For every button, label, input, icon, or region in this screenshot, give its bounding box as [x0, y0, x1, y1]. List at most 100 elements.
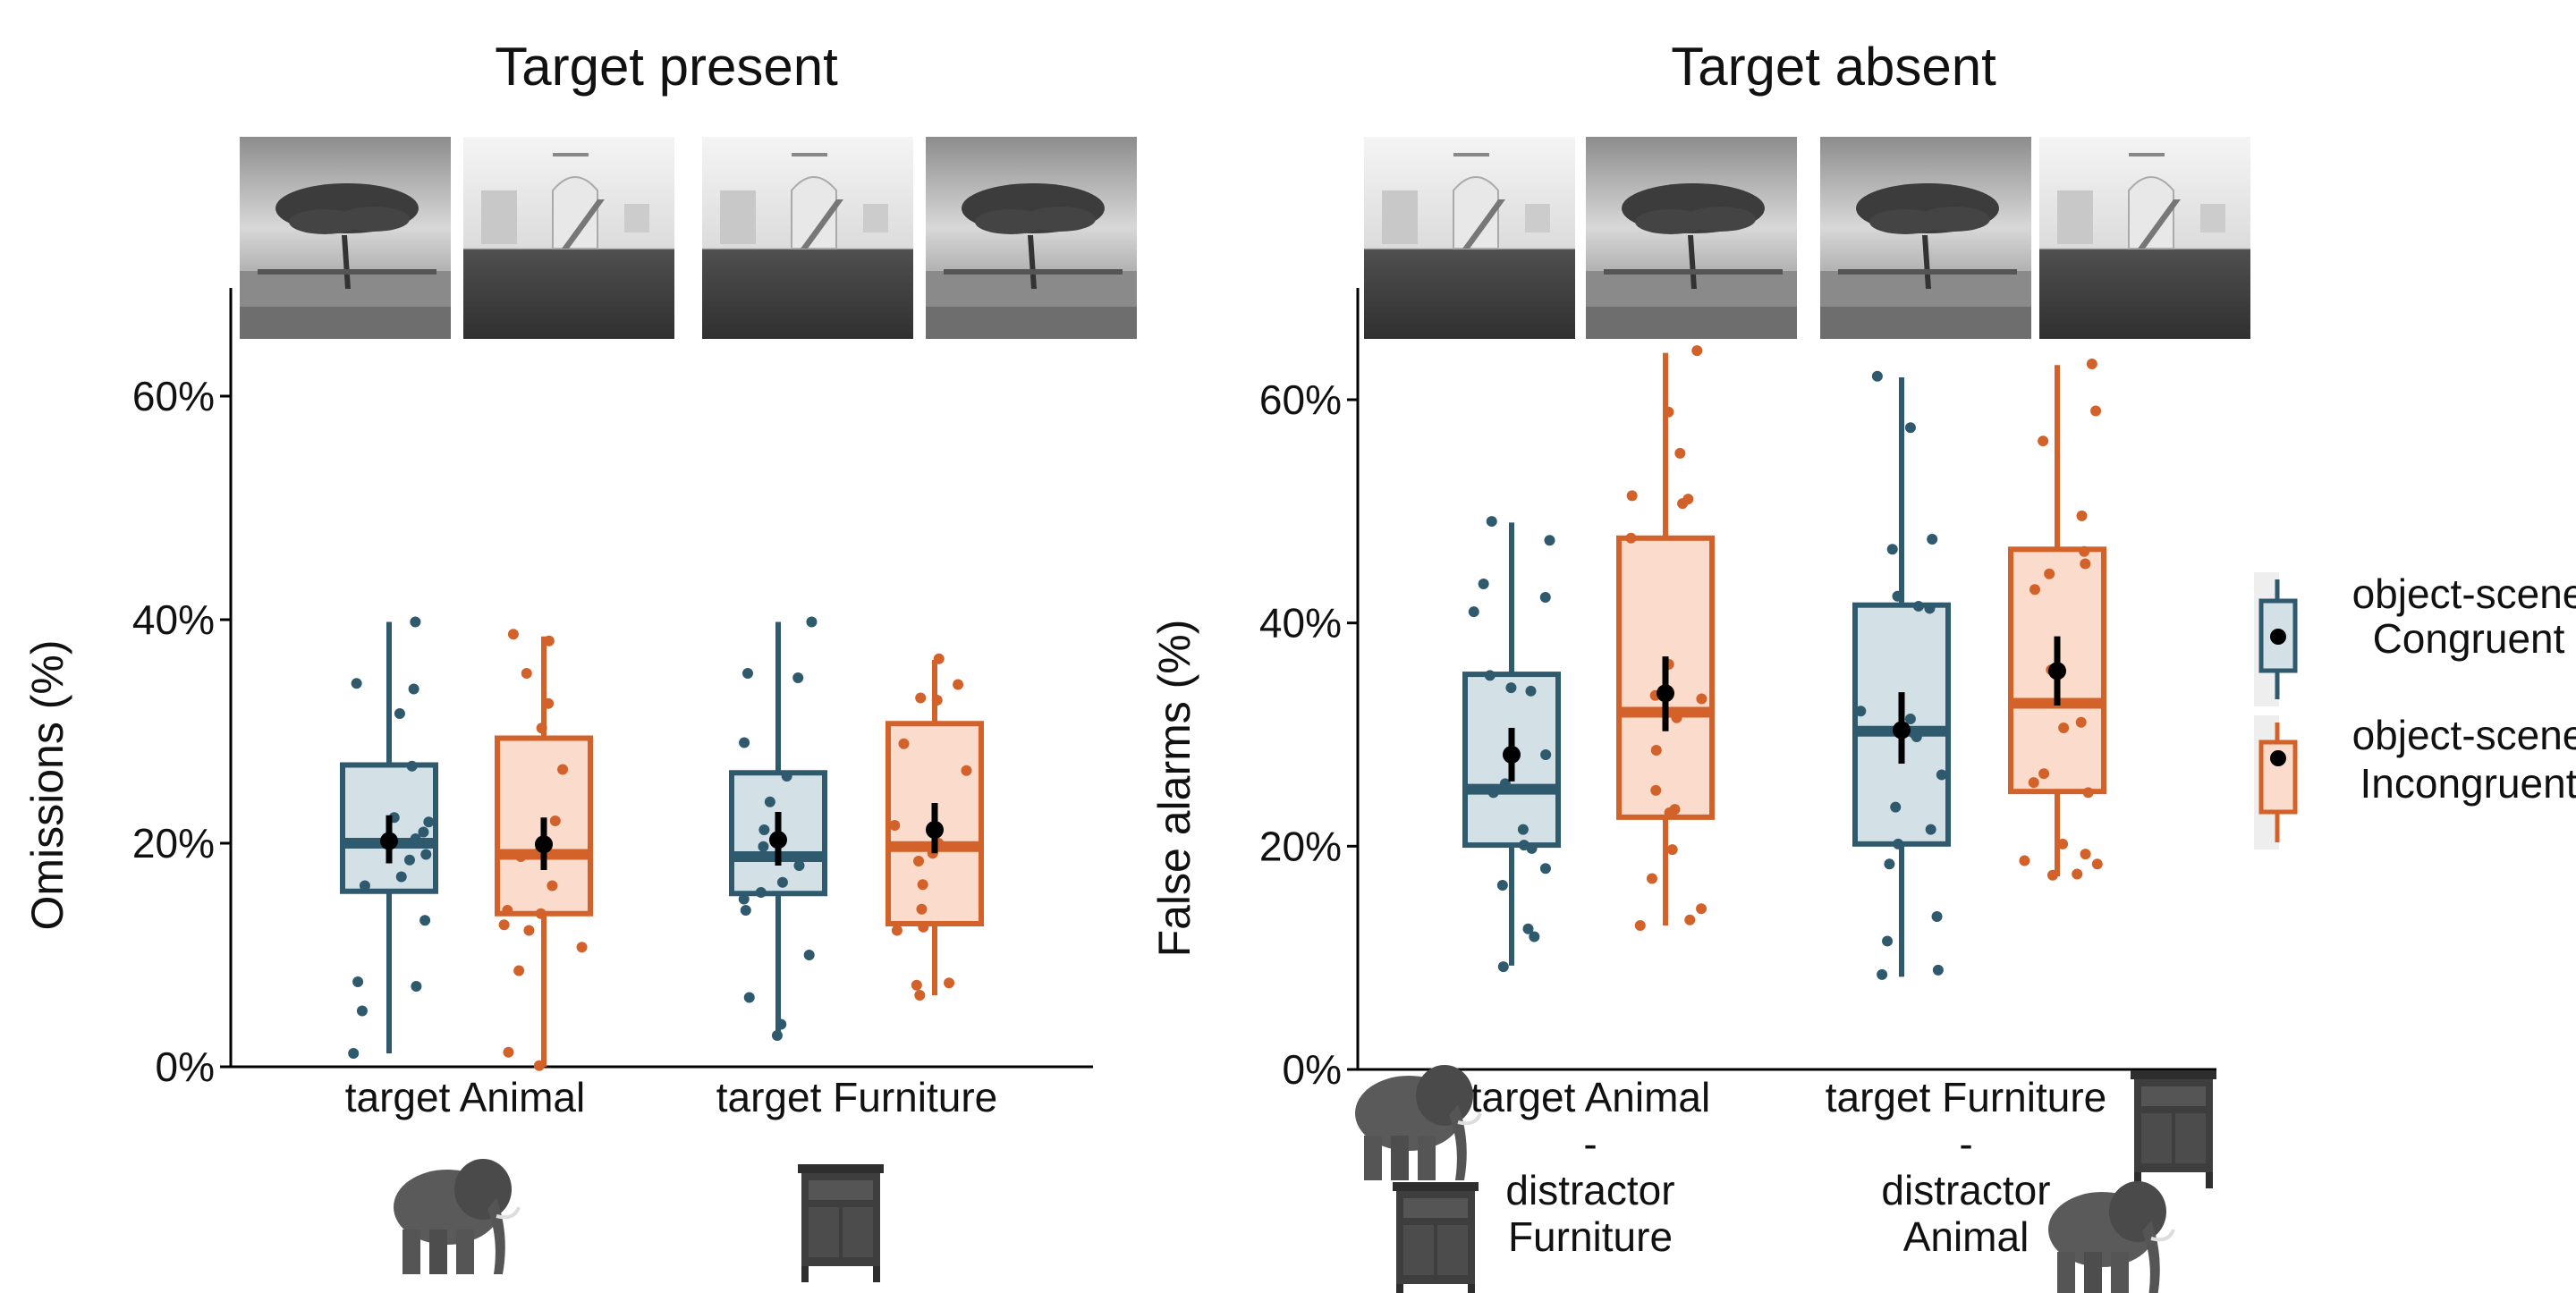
data-point — [758, 824, 770, 835]
panel-target-present: Target present 0% 20% 40% 60% Omissions (%) ta… — [22, 37, 1137, 1282]
x-tick-label: target Furniture — [716, 1074, 997, 1120]
data-point — [348, 1048, 360, 1059]
data-point — [1539, 863, 1551, 875]
data-point — [914, 990, 926, 1001]
data-point — [2079, 545, 2090, 557]
y-tick-label: 40% — [132, 596, 215, 643]
y-tick-label: 0% — [156, 1044, 215, 1090]
elephant-icon — [2046, 1179, 2175, 1293]
data-point — [2080, 849, 2091, 860]
data-point — [1890, 801, 1902, 813]
data-point — [1892, 590, 1903, 602]
data-point — [1871, 370, 1883, 382]
data-point — [549, 816, 561, 826]
data-point — [891, 925, 902, 936]
interior-scene-thumbnail — [2038, 136, 2251, 340]
y-axis-label: Omissions (%) — [22, 639, 72, 930]
legend: object-scene Congruent object-scene Inco… — [2254, 570, 2576, 849]
data-point — [1650, 744, 1662, 756]
data-point — [418, 826, 429, 838]
data-point — [533, 1060, 545, 1071]
legend-label-incongruent-2: Incongruent — [2360, 760, 2576, 807]
data-point — [911, 979, 922, 991]
data-point — [1855, 706, 1867, 717]
data-point — [1677, 498, 1689, 510]
data-point — [2076, 510, 2088, 521]
data-point — [410, 616, 421, 628]
data-point — [1468, 606, 1479, 618]
data-point — [2044, 568, 2055, 579]
data-point — [1646, 873, 1657, 884]
mean-point — [1503, 745, 1521, 764]
data-point — [1505, 682, 1517, 694]
data-point — [738, 893, 750, 905]
data-point — [1487, 787, 1499, 799]
data-point — [1626, 490, 1638, 502]
data-point — [547, 880, 558, 892]
data-point — [953, 679, 964, 690]
data-point — [806, 616, 818, 628]
data-point — [1663, 406, 1674, 418]
mean-point — [769, 831, 787, 849]
y-tick-label: 0% — [1283, 1046, 1342, 1093]
data-point — [758, 841, 769, 852]
legend-mean-incongruent — [2270, 750, 2286, 766]
data-point — [535, 908, 547, 919]
data-point — [1684, 914, 1696, 925]
y-tick-label: 20% — [1259, 823, 1342, 869]
data-point — [961, 765, 972, 776]
legend-label-congruent-2: Congruent — [2373, 615, 2565, 662]
data-point — [1932, 964, 1944, 976]
elephant-icon — [392, 1157, 521, 1276]
data-point — [1525, 685, 1537, 697]
data-point — [536, 723, 547, 734]
interior-scene-thumbnail — [1363, 136, 1576, 340]
data-point — [1540, 748, 1552, 760]
data-point — [2029, 584, 2040, 596]
cabinet-icon — [798, 1164, 884, 1282]
data-point — [1931, 910, 1943, 922]
data-point — [2019, 855, 2030, 866]
data-point — [1911, 731, 1922, 742]
data-point — [1484, 670, 1496, 681]
chart-title: Target absent — [1671, 37, 1996, 97]
data-point — [944, 977, 955, 989]
data-point — [741, 668, 753, 679]
savanna-scene-thumbnail — [926, 137, 1137, 339]
savanna-scene-thumbnail — [1820, 137, 2031, 339]
y-axis-label: False alarms (%) — [1149, 620, 1199, 958]
data-point — [2091, 858, 2103, 870]
data-point — [1650, 784, 1662, 796]
data-point — [2075, 716, 2087, 728]
data-point — [781, 771, 792, 782]
data-point — [1522, 923, 1534, 934]
x-tick-label: - — [1583, 1120, 1597, 1167]
data-point — [1925, 824, 1936, 835]
data-point — [2090, 405, 2102, 417]
data-point — [792, 672, 804, 683]
data-point — [2086, 359, 2097, 370]
data-point — [1927, 534, 1938, 545]
x-tick-label: distractor — [1505, 1167, 1674, 1213]
data-point — [1478, 578, 1489, 589]
data-point — [1904, 422, 1916, 434]
data-point — [889, 820, 901, 831]
data-point — [1674, 447, 1686, 459]
data-point — [503, 1046, 514, 1058]
data-point — [1539, 591, 1551, 603]
data-point — [913, 856, 925, 866]
data-point — [410, 833, 421, 844]
chart-title: Target present — [495, 37, 838, 97]
x-tick-label: - — [1959, 1120, 1972, 1167]
data-point — [1666, 844, 1678, 856]
data-point — [498, 919, 510, 931]
data-point — [423, 816, 435, 828]
data-point — [507, 629, 519, 640]
data-point — [764, 796, 775, 807]
cabinet-icon — [2131, 1070, 2216, 1188]
cabinet-icon — [1393, 1182, 1479, 1293]
data-point — [1882, 935, 1894, 947]
data-point — [1904, 714, 1916, 725]
data-point — [1497, 961, 1509, 973]
data-point — [356, 1005, 368, 1017]
